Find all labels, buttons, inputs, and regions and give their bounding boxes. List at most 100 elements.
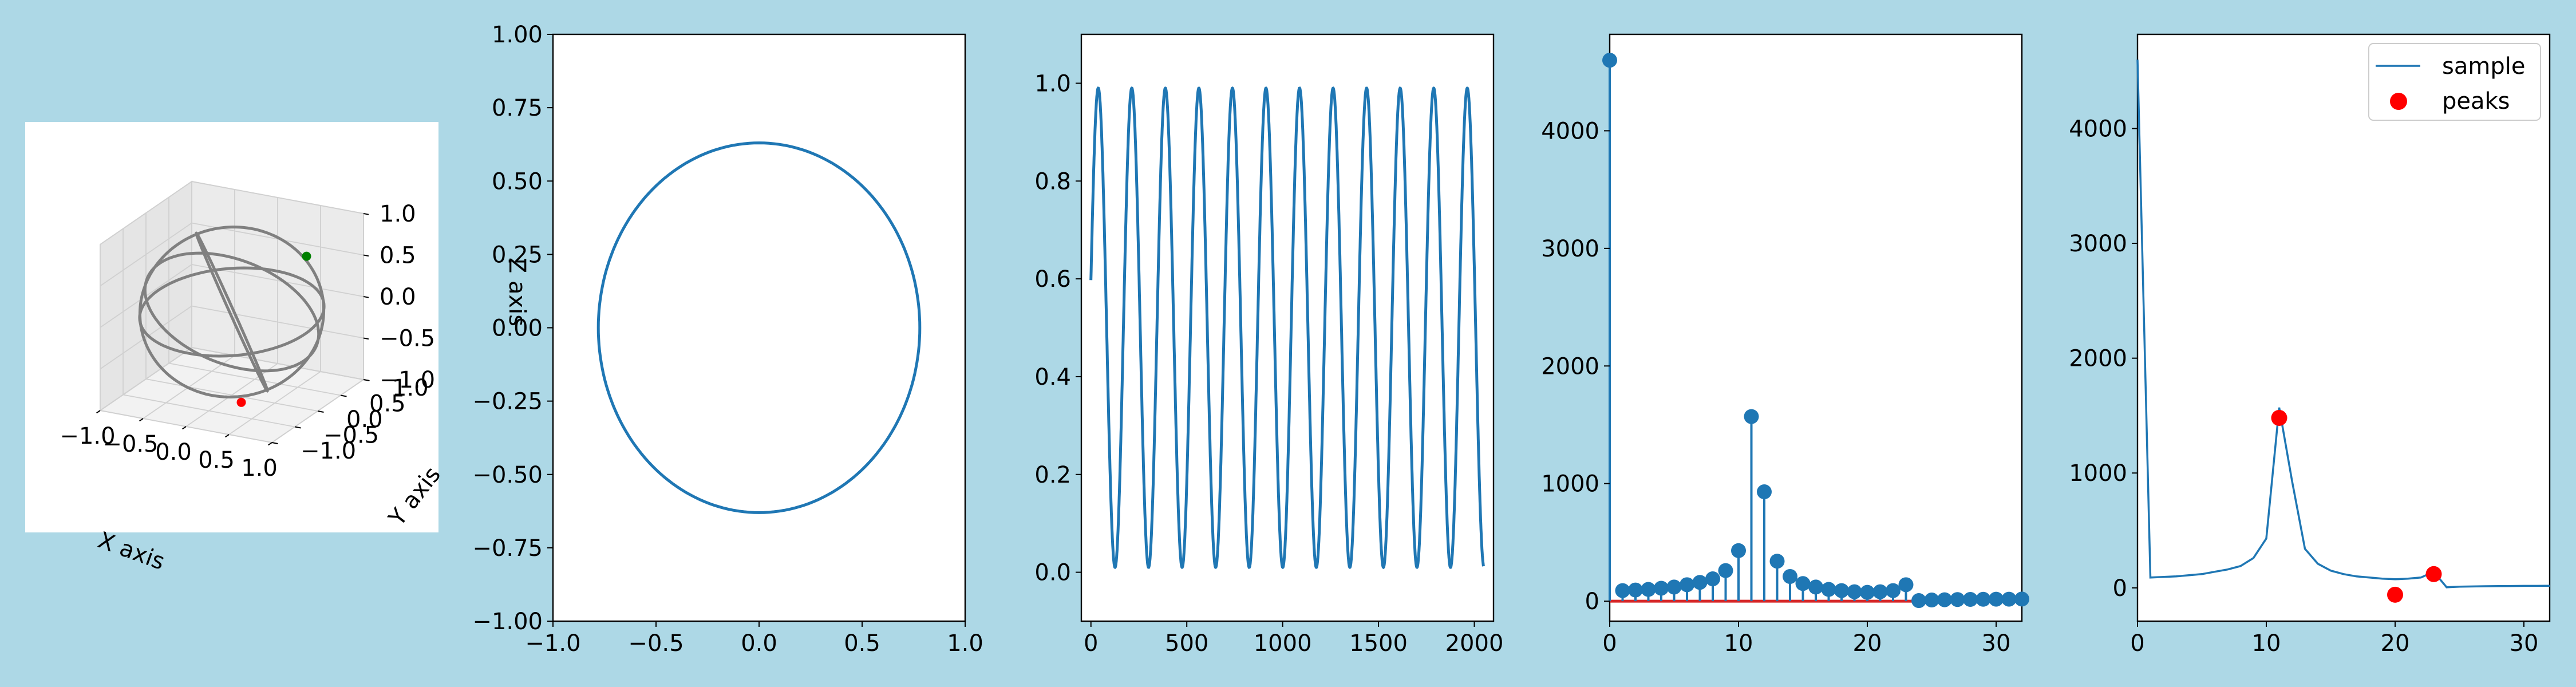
3d-ytick-label: −0.5	[323, 423, 379, 449]
3d-tick-mark	[363, 337, 369, 340]
ellipse-ytick-label: −0.75	[472, 535, 543, 562]
legend: sample peaks	[2368, 43, 2541, 121]
3d-orbit-line	[138, 266, 326, 358]
sine-xtick-label: 500	[1165, 630, 1208, 657]
stem-ticks: 0 10 20 30 0 1000 2000 3000 4000	[1541, 118, 2010, 657]
sine-xtick-label: 0	[1084, 630, 1098, 657]
peaks-markers	[2271, 409, 2442, 603]
3d-ztick-label: 0.0	[380, 284, 416, 310]
stem-marker	[1641, 582, 1656, 597]
sample-line	[2136, 60, 2550, 589]
3d-ztick-label: −0.5	[380, 326, 435, 352]
legend-sample-label: sample	[2442, 53, 2525, 80]
peaks-ytick-label: 2000	[2069, 346, 2127, 372]
3d-gridline	[145, 378, 318, 412]
stem-xtick-label: 20	[1853, 630, 1882, 657]
stem-marker	[1602, 53, 1617, 68]
stem-marker	[1615, 583, 1630, 598]
3d-gridline	[191, 347, 364, 380]
peaks-xtick-label: 0	[2130, 630, 2144, 657]
legend-peaks-swatch	[2390, 93, 2407, 110]
peaks-ytick-label: 1000	[2069, 460, 2127, 487]
sine-xtick-label: 1500	[1349, 630, 1408, 657]
z-axis-label: Z axis	[504, 258, 530, 326]
3d-tick-mark	[340, 394, 347, 397]
3d-ztick-label: −1.0	[380, 367, 435, 393]
stem-marker	[1872, 584, 1888, 599]
stem-marker	[1808, 579, 1823, 595]
3d-tick-mark	[363, 379, 369, 381]
stem-ytick-label: 2000	[1541, 353, 1599, 380]
peaks-xtick-label: 20	[2381, 630, 2410, 657]
sine-ytick-label: 0.4	[1034, 364, 1071, 390]
stem-marker	[1847, 584, 1862, 599]
stem-marker	[2001, 591, 2017, 607]
peak-marker	[2271, 409, 2287, 426]
peak-marker	[2387, 586, 2403, 603]
3d-tick-mark	[96, 410, 101, 414]
3d-xtick-label: −0.5	[102, 431, 158, 457]
3d-gridline	[100, 222, 192, 287]
stem-marker	[1860, 585, 1875, 600]
ellipse-ytick-label: 0.50	[492, 168, 543, 195]
3d-ytick-label: 0.5	[369, 391, 406, 417]
3d-gridline	[100, 181, 192, 245]
peaks-ticks: 0 10 20 30 0 1000 2000 3000 4000	[2069, 116, 2538, 657]
sine-xtick-label: 2000	[1445, 630, 1504, 657]
3d-orbit-line	[138, 225, 326, 399]
stem-xtick-label: 10	[1724, 630, 1753, 657]
3d-xtick-label: 0.5	[198, 447, 235, 473]
x-axis-label: X axis	[94, 527, 168, 575]
3d-ztick-label: 1.0	[380, 201, 416, 227]
stem-marker	[1821, 582, 1836, 597]
stem-marker	[1834, 583, 1849, 598]
stem-marker	[1898, 577, 1914, 593]
stem-marker	[1989, 591, 2004, 607]
stem-marker	[1731, 543, 1746, 558]
stem-xtick-label: 30	[1982, 630, 2011, 657]
ellipse-ytick-label: 1.00	[492, 22, 543, 48]
ellipse-ytick-label: 0.75	[492, 95, 543, 121]
stem-xtick-label: 0	[1602, 630, 1617, 657]
peaks-ytick-label: 4000	[2069, 116, 2127, 142]
sine-xtick-label: 1000	[1254, 630, 1312, 657]
stem-marks	[1602, 53, 2029, 609]
axes-peaks-frame	[2136, 33, 2551, 622]
ellipse-xtick-label: −0.5	[628, 630, 683, 657]
3d-ticks: −1.0−0.50.0 0.5 1.0−1.0−0.50.00.51.0−1.0−0…	[60, 201, 435, 481]
3d-orbit-line	[195, 231, 269, 393]
axes-stem-frame	[1609, 33, 2023, 622]
axes-ellipse-frame	[552, 33, 966, 622]
3d-gridline	[168, 362, 341, 396]
sine-ytick-label: 1.0	[1034, 70, 1071, 97]
stem-marker	[1937, 592, 1952, 607]
stem-ytick-label: 1000	[1541, 471, 1599, 498]
3d-tick-mark	[363, 296, 369, 298]
3d-tick-mark	[139, 418, 144, 422]
stem-ytick-label: 0	[1585, 589, 1599, 615]
3d-ytick-label: −1.0	[301, 438, 356, 464]
3d-ytick-label: 1.0	[392, 375, 429, 401]
stem-marker	[1963, 591, 1978, 607]
stem-marker	[1795, 576, 1811, 591]
stem-marker	[1680, 577, 1694, 593]
stem-marker	[1628, 582, 1643, 598]
stem-marker	[1924, 593, 1939, 608]
ellipse-ytick-label: −0.50	[472, 462, 543, 488]
panel-ellipse: −1.0 −0.5 0.0 0.5 1.0 −1.00 −0.75 −0.50 −0.25 0.0…	[472, 22, 983, 657]
3d-tick-mark	[268, 442, 272, 446]
sine-ytick-label: 0.6	[1034, 266, 1071, 293]
panel-stem: 0 10 20 30 0 1000 2000 3000 4000	[1541, 33, 2029, 657]
peaks-ytick-label: 3000	[2069, 231, 2127, 257]
ellipse-xtick-label: 0.0	[741, 630, 777, 657]
ellipse-xtick-label: −1.0	[525, 630, 580, 657]
3d-xtick-label: 1.0	[241, 455, 278, 481]
stem-marker	[1783, 568, 1797, 584]
sine-ytick-label: 0.2	[1034, 462, 1071, 488]
red-point-marker	[236, 397, 246, 407]
ellipse-ytick-label: 0.00	[492, 315, 543, 342]
3d-xtick-label: −1.0	[60, 423, 115, 449]
peak-marker	[2425, 566, 2442, 582]
sine-ytick-label: 0.0	[1034, 560, 1071, 586]
